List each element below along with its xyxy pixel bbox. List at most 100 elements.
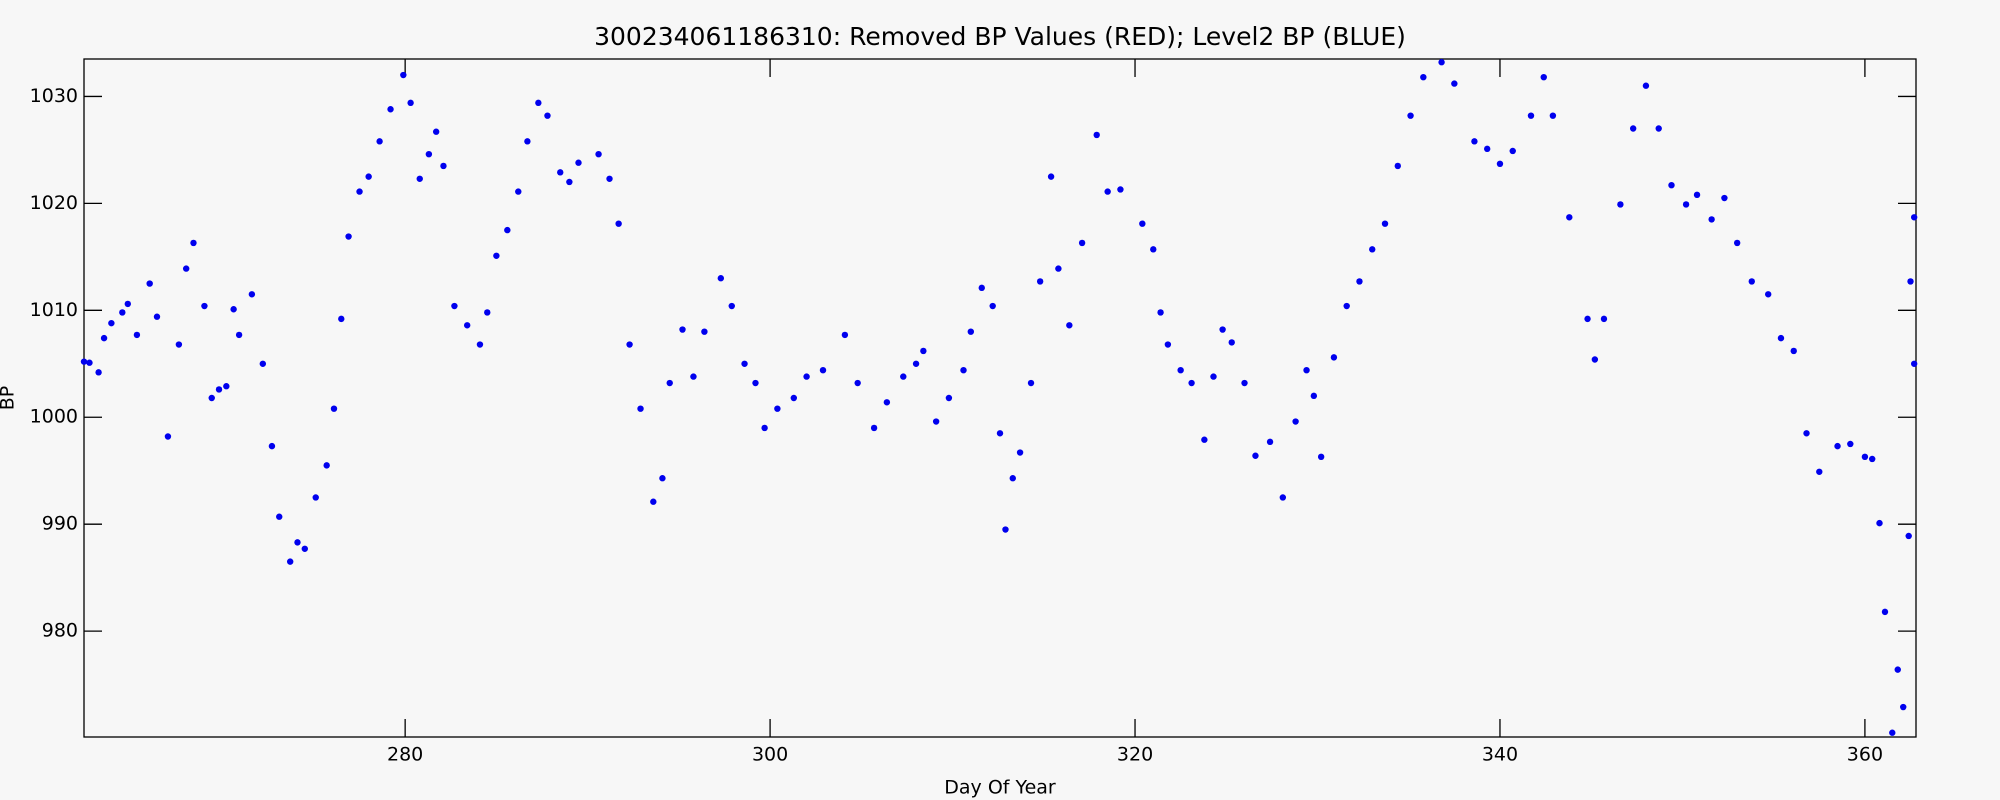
data-point — [1777, 334, 1785, 342]
data-point — [223, 383, 230, 390]
data-point — [1600, 315, 1608, 323]
data-point — [1228, 339, 1235, 346]
data-point — [294, 539, 301, 546]
data-point — [164, 433, 172, 440]
y-tick-label: 1020 — [30, 192, 78, 214]
data-point — [819, 366, 827, 374]
data-point — [407, 99, 414, 107]
y-tick-label: 1030 — [30, 85, 78, 107]
x-tick-label: 320 — [1117, 744, 1153, 766]
data-point — [1748, 278, 1755, 285]
data-point — [259, 360, 267, 367]
data-point — [515, 188, 522, 195]
plot-frame — [83, 58, 1917, 738]
data-point — [637, 405, 644, 412]
data-point — [1016, 449, 1024, 456]
data-point — [978, 284, 985, 292]
data-point — [108, 319, 115, 327]
data-point — [1139, 220, 1146, 227]
data-point — [1847, 440, 1854, 448]
data-point — [119, 309, 126, 316]
y-tick-label: 1010 — [30, 299, 78, 321]
data-point — [1629, 125, 1637, 132]
data-point — [1219, 326, 1226, 333]
data-point — [1381, 220, 1389, 227]
y-axis-label: BP — [0, 386, 19, 411]
x-tick-label: 340 — [1482, 744, 1518, 766]
data-point — [356, 188, 363, 195]
data-point — [286, 558, 294, 565]
y-tick-label: 1000 — [30, 406, 78, 428]
data-point — [996, 430, 1004, 437]
data-point — [790, 394, 798, 402]
data-point — [945, 394, 953, 402]
data-point — [504, 226, 511, 234]
data-point — [235, 331, 243, 339]
data-point — [1617, 201, 1624, 208]
data-point — [1177, 366, 1184, 374]
data-point — [133, 331, 141, 339]
data-point — [301, 545, 308, 552]
data-point — [566, 178, 573, 186]
data-point — [1066, 322, 1073, 329]
data-point — [1591, 356, 1599, 363]
data-point — [1303, 366, 1310, 374]
data-point — [595, 150, 602, 158]
data-point — [1907, 278, 1914, 285]
data-point — [175, 341, 183, 348]
data-point — [1496, 160, 1504, 168]
data-point — [1509, 147, 1516, 155]
data-point — [1668, 181, 1675, 189]
data-point — [80, 358, 88, 365]
data-point — [701, 328, 708, 335]
x-axis-label: Day Of Year — [944, 777, 1056, 799]
data-point — [1150, 246, 1157, 253]
data-point — [1483, 145, 1491, 153]
data-point — [1078, 239, 1086, 247]
data-point — [1764, 291, 1772, 298]
data-point — [86, 359, 93, 366]
x-tick-label: 280 — [387, 744, 423, 766]
data-point — [1584, 315, 1591, 323]
data-point — [535, 99, 542, 107]
data-point — [752, 379, 759, 387]
data-point — [493, 252, 500, 259]
data-point — [920, 347, 927, 355]
data-point — [425, 150, 433, 158]
data-point — [524, 138, 531, 145]
data-point — [182, 265, 190, 272]
data-point — [1869, 455, 1876, 463]
data-point — [679, 326, 686, 333]
data-point — [1549, 112, 1557, 119]
data-point — [1834, 442, 1841, 450]
data-point — [95, 369, 102, 376]
data-point — [1894, 666, 1901, 673]
data-point — [230, 306, 237, 313]
data-point — [1910, 360, 1918, 367]
data-point — [400, 71, 407, 79]
data-point — [1117, 186, 1124, 193]
x-tick-label: 300 — [752, 744, 788, 766]
data-point — [741, 360, 748, 367]
data-point — [717, 275, 725, 282]
data-point — [215, 386, 223, 393]
data-point — [615, 220, 622, 227]
data-point — [803, 373, 810, 380]
data-point — [1790, 347, 1797, 355]
data-point — [1876, 519, 1883, 527]
data-point — [338, 315, 345, 323]
data-point — [1157, 309, 1164, 316]
data-point — [146, 280, 153, 287]
data-point — [1266, 438, 1274, 446]
data-point — [1420, 73, 1427, 81]
data-point — [1188, 379, 1195, 387]
data-point — [1451, 80, 1458, 87]
data-point — [883, 399, 891, 406]
data-point — [416, 175, 423, 182]
data-point — [1317, 453, 1325, 461]
data-point — [1330, 354, 1338, 361]
data-point — [1861, 453, 1869, 461]
data-point — [960, 366, 967, 374]
data-point — [484, 309, 491, 316]
